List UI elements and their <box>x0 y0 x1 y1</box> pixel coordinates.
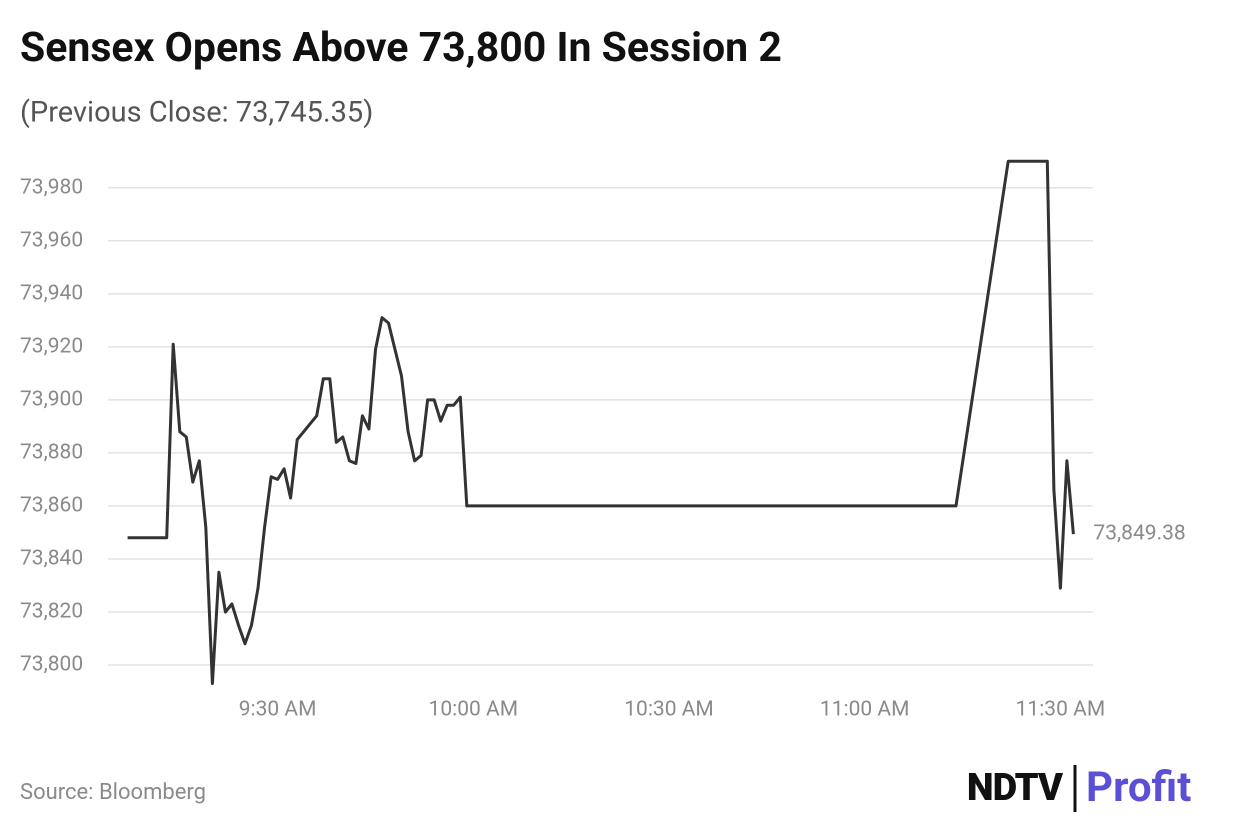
x-tick-label: 9:30 AM <box>239 698 317 722</box>
value-label: 73,849.38 <box>1093 522 1185 546</box>
y-tick-label: 73,860 <box>20 493 83 517</box>
brand-profit: Profit <box>1086 763 1191 812</box>
y-tick-label: 73,880 <box>20 440 83 464</box>
y-tick-label: 73,960 <box>20 228 83 252</box>
y-tick-label: 73,940 <box>20 281 83 305</box>
brand-ndtv: NDTV <box>967 766 1064 810</box>
x-tick-label: 11:30 AM <box>1016 698 1106 722</box>
y-tick-label: 73,900 <box>20 387 83 411</box>
y-tick-label: 73,840 <box>20 546 83 570</box>
x-tick-label: 10:00 AM <box>429 698 519 722</box>
chart-title: Sensex Opens Above 73,800 In Session 2 <box>20 24 782 72</box>
x-tick-label: 11:00 AM <box>820 698 910 722</box>
line <box>127 159 1075 685</box>
y-tick-label: 73,920 <box>20 334 83 358</box>
chart-subtitle: (Previous Close: 73,745.35) <box>20 96 373 130</box>
source: Source: Bloomberg <box>20 780 206 805</box>
y-tick-label: 73,820 <box>20 600 83 624</box>
x-tick-label: 10:30 AM <box>624 698 714 722</box>
y-tick-label: 73,980 <box>20 175 83 199</box>
y-tick-label: 73,800 <box>20 653 83 677</box>
